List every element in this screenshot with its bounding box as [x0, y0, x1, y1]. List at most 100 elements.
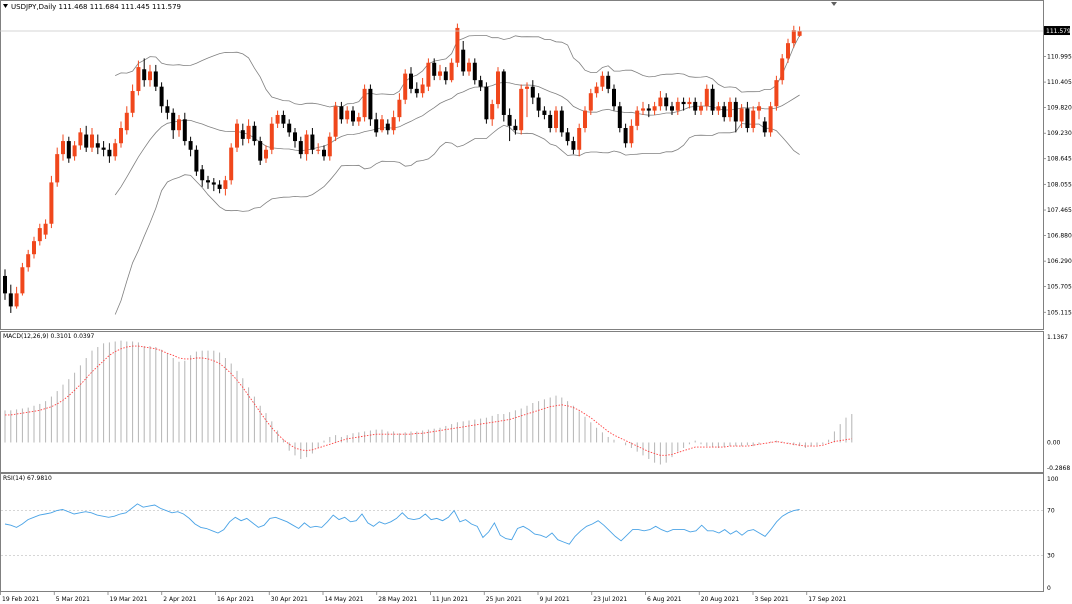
candle-body — [525, 86, 529, 89]
candle-body — [171, 112, 176, 131]
candle-body — [577, 128, 582, 150]
candle-body — [467, 62, 471, 72]
candle-body — [159, 86, 164, 107]
candle-body — [762, 121, 767, 133]
candle-body — [113, 143, 118, 157]
bollinger-middle-band — [114, 81, 800, 196]
candle-body — [606, 75, 611, 89]
date-tick-label: 11 Jun 2021 — [432, 596, 468, 603]
bollinger-lower-band — [114, 123, 800, 315]
price-plot[interactable] — [0, 23, 1043, 315]
candle-body — [182, 119, 187, 142]
candle-body — [600, 75, 605, 87]
candle-body — [217, 184, 222, 189]
candle-body — [345, 110, 350, 120]
candle-body — [304, 134, 309, 155]
candle-body — [745, 108, 750, 129]
rsi-plot[interactable] — [1, 503, 1043, 556]
price-tick-label: 109.820 — [1047, 105, 1072, 112]
candle-body — [641, 108, 645, 111]
candle-body — [588, 93, 593, 111]
candle-body — [275, 114, 280, 124]
candle-body — [704, 88, 709, 107]
candle-body — [432, 62, 437, 76]
candle-body — [200, 169, 205, 181]
candle-body — [258, 141, 263, 161]
current-price-tag — [1044, 26, 1070, 36]
date-tick-label: 28 May 2021 — [378, 596, 417, 603]
candle-body — [20, 267, 25, 294]
rsi-tick-label: 30 — [1047, 552, 1055, 559]
candle-body — [594, 86, 599, 94]
candle-body — [786, 43, 790, 59]
candle-body — [380, 119, 384, 131]
rsi-tick-label: 0 — [1047, 585, 1051, 592]
candle-body — [449, 62, 454, 81]
candle-body — [397, 99, 402, 118]
date-tick-label: 23 Jul 2021 — [593, 596, 627, 603]
candle-body — [687, 101, 692, 105]
candle-body — [670, 106, 674, 111]
candle-body — [66, 141, 71, 159]
candle-body — [49, 182, 54, 224]
date-tick-label: 20 Aug 2021 — [701, 596, 740, 603]
candle-body — [739, 108, 744, 122]
candle-body — [374, 119, 379, 133]
collapse-arrow-icon[interactable] — [3, 4, 8, 8]
macd-plot[interactable] — [4, 340, 853, 465]
candle-body — [194, 149, 199, 172]
date-tick-label: 19 Mar 2021 — [110, 596, 148, 603]
chart-shift-marker-icon[interactable] — [831, 2, 837, 6]
candle-body — [26, 254, 31, 268]
candle-body — [351, 110, 355, 122]
date-tick-label: 14 May 2021 — [325, 596, 364, 603]
candle-body — [635, 110, 640, 126]
macd-panel-frame — [0, 331, 1044, 473]
candle-body — [298, 141, 303, 155]
candle-body — [55, 154, 60, 183]
candle-body — [623, 128, 628, 144]
date-tick-label: 17 Sep 2021 — [808, 596, 846, 603]
candle-body — [229, 147, 234, 181]
candle-body — [72, 145, 77, 157]
candle-body — [716, 106, 721, 111]
candle-body — [339, 106, 344, 120]
candle-body — [119, 128, 123, 144]
candle-body — [206, 180, 210, 183]
candle-body — [32, 241, 36, 255]
candle-body — [142, 69, 147, 81]
candle-body — [391, 117, 396, 131]
price-tick-label: 106.290 — [1047, 258, 1072, 265]
candle-body — [530, 86, 535, 98]
candle-body — [478, 80, 483, 87]
candle-body — [403, 73, 408, 100]
candle-body — [14, 293, 19, 307]
candle-body — [699, 106, 703, 111]
candle-body — [223, 180, 228, 189]
candle-body — [548, 114, 553, 129]
candle-body — [728, 101, 732, 118]
macd-tick-label: -0.2868 — [1047, 465, 1070, 472]
candle-body — [733, 101, 738, 122]
candle-body — [333, 106, 338, 137]
candle-body — [136, 67, 141, 92]
candle-body — [536, 97, 541, 111]
candle-body — [124, 112, 129, 131]
candle-body — [316, 149, 321, 151]
candle-body — [269, 123, 274, 150]
axes: 111.579 110.995 110.405 109.820 109.230 108.6… — [0, 26, 1072, 603]
candle-body — [78, 132, 83, 146]
candle-body — [768, 106, 773, 133]
price-tick-label: 105.115 — [1047, 309, 1072, 316]
candle-body — [675, 101, 680, 111]
current-price-label: 111.579 — [1046, 28, 1071, 35]
date-tick-label: 3 Sep 2021 — [755, 596, 789, 603]
candle-body — [130, 91, 135, 113]
candle-body — [368, 88, 373, 120]
candle-body — [322, 149, 326, 157]
candle-body — [95, 143, 100, 148]
candle-body — [490, 104, 495, 120]
candle-body — [438, 71, 442, 76]
macd-tick-label: 1.1367 — [1047, 334, 1068, 341]
